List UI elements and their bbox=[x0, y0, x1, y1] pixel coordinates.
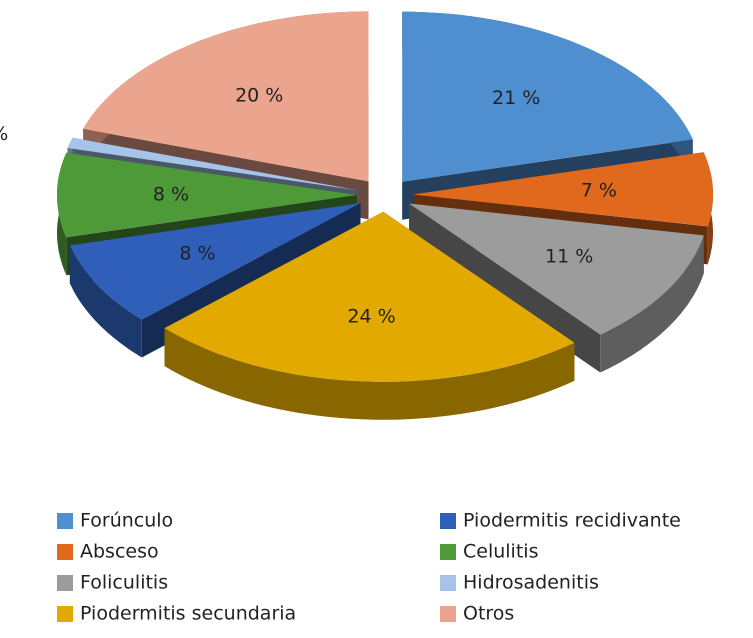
legend-swatch bbox=[440, 606, 456, 622]
data-label: 11 % bbox=[545, 246, 593, 268]
legend-swatch bbox=[57, 544, 73, 560]
slice-top bbox=[409, 203, 704, 335]
data-label: 7 % bbox=[581, 180, 617, 202]
data-label: 21 % bbox=[492, 87, 540, 109]
legend-swatch bbox=[57, 575, 73, 591]
legend-swatch bbox=[57, 606, 73, 622]
slice-top bbox=[164, 211, 575, 382]
legend-label: Celulitis bbox=[463, 541, 538, 563]
legend-swatch bbox=[440, 513, 456, 529]
slice-side bbox=[69, 245, 142, 358]
legend-label: Foliculitis bbox=[80, 572, 168, 594]
slice-side bbox=[164, 328, 575, 420]
slice bbox=[164, 211, 575, 420]
legend-swatch bbox=[440, 544, 456, 560]
legend-swatch bbox=[440, 575, 456, 591]
legend-label: Forúnculo bbox=[80, 510, 173, 532]
slice-top bbox=[67, 137, 359, 191]
slice-top bbox=[402, 11, 693, 182]
slice-top bbox=[83, 11, 369, 182]
data-label: 1 % bbox=[0, 123, 8, 145]
data-label: 24 % bbox=[347, 305, 395, 327]
legend-label: Piodermitis recidivante bbox=[463, 510, 681, 532]
legend-label: Otros bbox=[463, 603, 514, 625]
data-label: 8 % bbox=[153, 184, 189, 206]
slice-top bbox=[412, 152, 713, 227]
slice-top bbox=[57, 152, 357, 238]
legend-label: Hidrosadenitis bbox=[463, 572, 599, 594]
legend-label: Absceso bbox=[80, 541, 159, 563]
legend-label: Piodermitis secundaria bbox=[80, 603, 296, 625]
slice-top bbox=[69, 203, 361, 320]
data-label: 20 % bbox=[235, 85, 283, 107]
slice-side bbox=[600, 235, 704, 373]
legend-swatch bbox=[57, 513, 73, 529]
data-label: 8 % bbox=[179, 242, 215, 264]
